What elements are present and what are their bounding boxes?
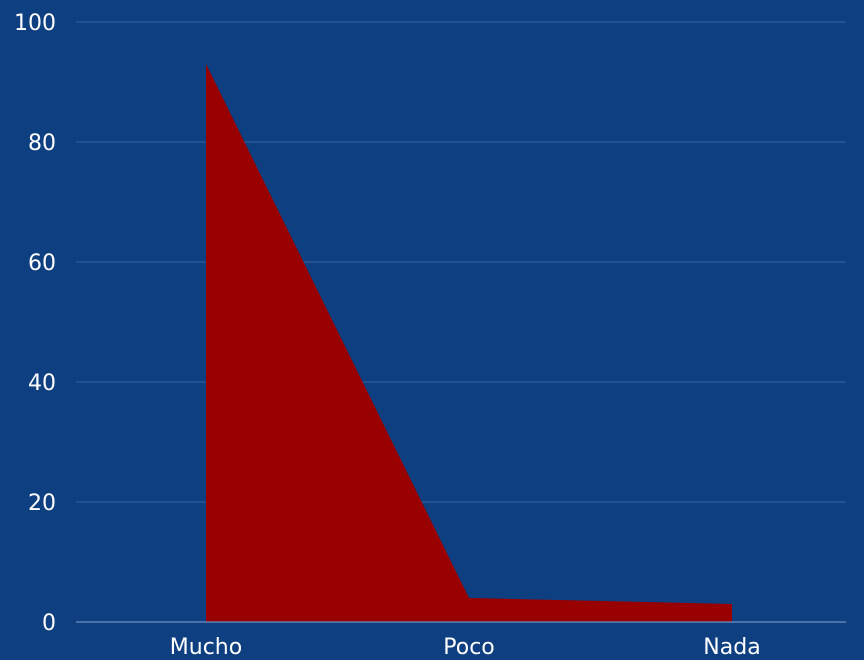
series-area (206, 64, 732, 622)
area-series-0 (206, 64, 732, 622)
y-tick-label-80: 80 (28, 131, 56, 156)
y-tick-label-20: 20 (28, 491, 56, 516)
y-axis-tick-labels: 0 20 40 60 80 100 (14, 11, 56, 636)
y-tick-label-60: 60 (28, 251, 56, 276)
y-tick-label-0: 0 (42, 611, 56, 636)
y-tick-label-100: 100 (14, 11, 56, 36)
gridlines (76, 21, 846, 503)
x-tick-label-poco: Poco (443, 635, 495, 660)
x-tick-label-mucho: Mucho (170, 635, 242, 660)
x-tick-label-nada: Nada (703, 635, 760, 660)
x-axis-tick-labels: Mucho Poco Nada (170, 635, 761, 660)
y-tick-label-40: 40 (28, 371, 56, 396)
